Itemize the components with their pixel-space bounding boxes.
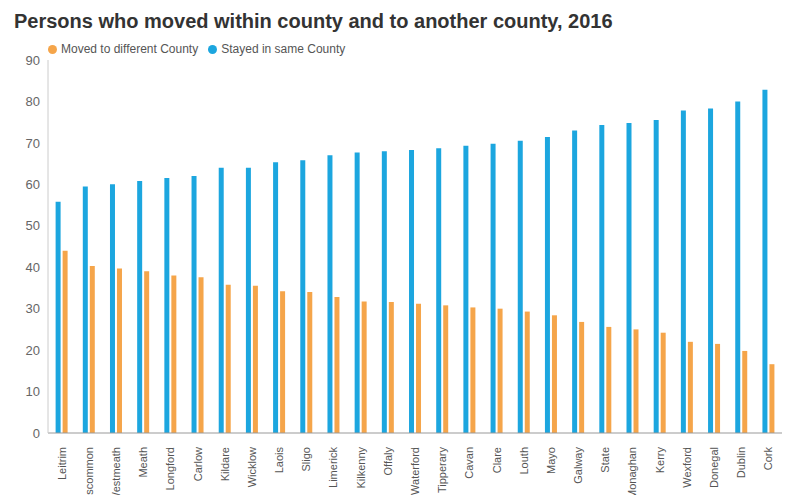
svg-text:Wexford: Wexford [681, 447, 693, 488]
svg-text:20: 20 [26, 343, 40, 358]
html-text:Moved to different County: Moved to different County [61, 42, 199, 56]
svg-text:Offaly: Offaly [382, 447, 394, 476]
svg-text:Tipperary: Tipperary [436, 447, 448, 494]
svg-text:40: 40 [26, 260, 40, 275]
svg-text:60: 60 [26, 177, 40, 192]
svg-text:90: 90 [26, 53, 40, 68]
svg-text:70: 70 [26, 136, 40, 151]
svg-text:80: 80 [26, 94, 40, 109]
svg-text:Laois: Laois [273, 447, 285, 474]
svg-text:Monaghan: Monaghan [626, 447, 638, 495]
svg-text:Carlow: Carlow [192, 447, 204, 481]
svg-text:Donegal: Donegal [708, 447, 720, 488]
svg-text:Louth: Louth [518, 447, 530, 475]
svg-text:10: 10 [26, 384, 40, 399]
svg-text:0: 0 [33, 426, 40, 441]
svg-text:Sligo: Sligo [300, 447, 312, 471]
svg-text:Kilkenny: Kilkenny [355, 447, 367, 489]
svg-text:Longford: Longford [164, 447, 176, 490]
svg-text:Cork: Cork [762, 447, 774, 471]
svg-text:Waterford: Waterford [409, 447, 421, 495]
svg-text:Wicklow: Wicklow [246, 447, 258, 487]
svg-text:Leitrim: Leitrim [56, 447, 68, 480]
svg-text:Galway: Galway [572, 447, 584, 484]
svg-text:Meath: Meath [137, 447, 149, 478]
svg-text:Westmeath: Westmeath [110, 447, 122, 495]
svg-text:State: State [599, 447, 611, 473]
html-text:Persons who moved within count: Persons who moved within county and to a… [14, 10, 613, 32]
svg-text:30: 30 [26, 301, 40, 316]
svg-text:Kildare: Kildare [219, 447, 231, 481]
svg-text:Clare: Clare [491, 447, 503, 473]
html-text:Stayed in same County: Stayed in same County [221, 42, 346, 56]
svg-text:Roscommon: Roscommon [83, 447, 95, 495]
svg-text:Kerry: Kerry [654, 447, 666, 474]
svg-text:Cavan: Cavan [463, 447, 475, 479]
svg-text:Dublin: Dublin [735, 447, 747, 478]
svg-text:50: 50 [26, 218, 40, 233]
svg-text:Mayo: Mayo [545, 447, 557, 474]
svg-text:Limerick: Limerick [327, 447, 339, 488]
